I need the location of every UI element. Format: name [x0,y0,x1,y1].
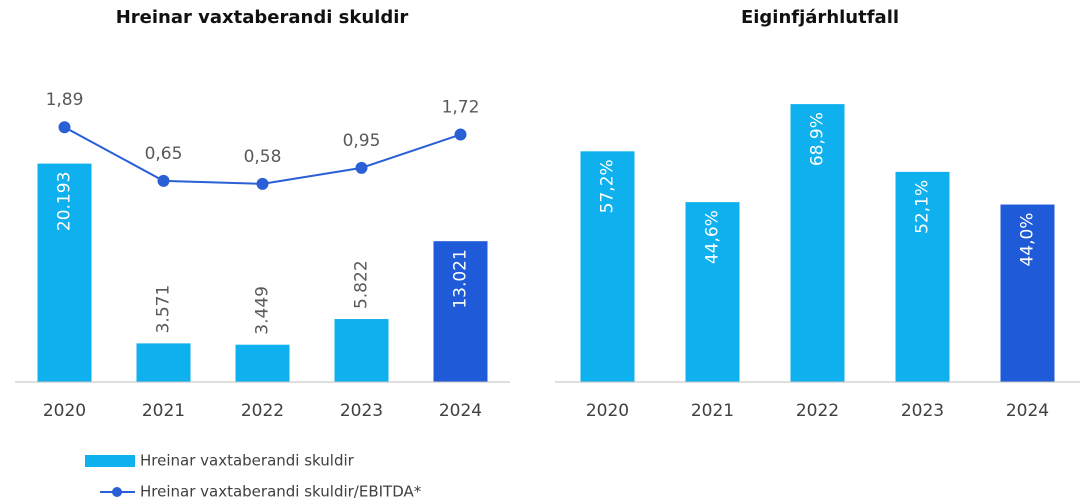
legend-swatch [85,455,135,467]
x-tick-label: 2021 [691,401,734,421]
chart-title: Hreinar vaxtaberandi skuldir [116,7,409,28]
data-label: 44,0% [1018,213,1038,267]
x-tick-label: 2023 [340,401,383,421]
x-tick-label: 2020 [43,401,86,421]
data-label: 57,2% [598,159,618,213]
point [58,121,71,134]
bar [37,163,92,382]
x-tick-label: 2020 [586,401,629,421]
legend-label: Hreinar vaxtaberandi skuldir/EBITDA* [140,483,422,501]
bar [433,241,488,382]
bar [334,319,389,382]
x-tick-label: 2022 [796,401,839,421]
data-label: 52,1% [913,180,933,234]
data-label: 13.021 [451,249,471,308]
data-label: 68,9% [808,112,828,166]
point [256,177,269,190]
data-label: 0,65 [145,144,183,164]
x-tick-label: 2024 [1006,401,1049,421]
point [454,128,467,141]
point [157,174,170,187]
legend-swatch [112,487,122,497]
point [355,161,368,174]
data-label: 3.449 [253,286,273,335]
data-label: 44,6% [703,210,723,264]
bar [895,171,950,382]
legend-label: Hreinar vaxtaberandi skuldir [140,452,355,470]
x-tick-label: 2024 [439,401,482,421]
bar [790,104,845,382]
bar [1000,204,1055,382]
bar [136,343,191,382]
data-label: 0,95 [343,131,381,151]
data-label: 20.193 [55,172,75,231]
data-label: 1,89 [46,90,84,110]
data-label: 3.571 [154,285,174,334]
x-tick-label: 2021 [142,401,185,421]
bar [580,151,635,382]
data-label: 1,72 [442,98,480,118]
data-label: 5.822 [352,260,372,309]
chart-title: Eiginfjárhlutfall [741,7,899,28]
x-tick-label: 2023 [901,401,944,421]
bar [685,202,740,382]
x-tick-label: 2022 [241,401,284,421]
bar [235,344,290,382]
data-label: 0,58 [244,147,282,167]
